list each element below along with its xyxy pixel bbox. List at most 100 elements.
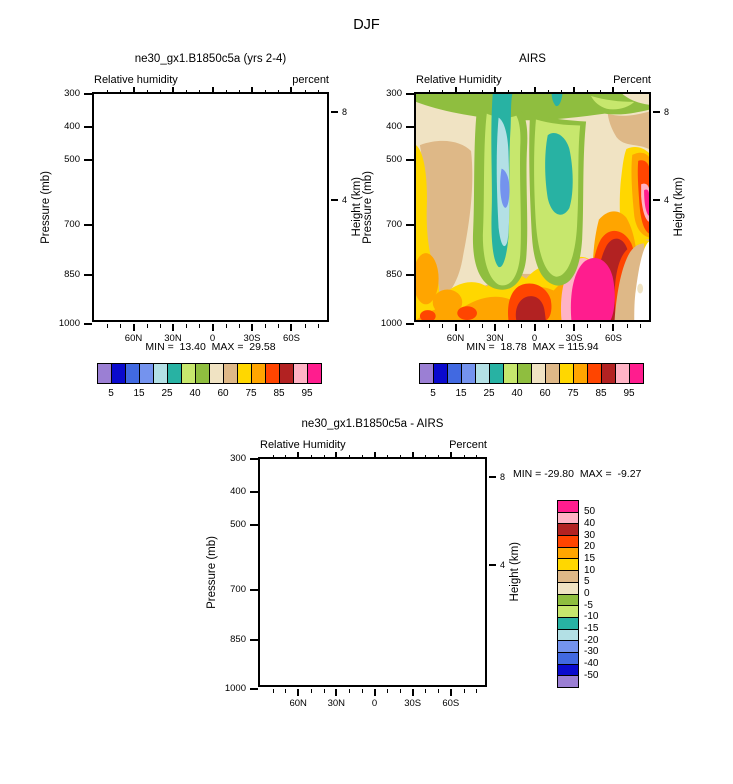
latitude-tick-label: 0 xyxy=(371,698,378,709)
plot-frame-model: 300 400 500 700 850 1000 8 4 60N 30N 0 30S 60S xyxy=(59,87,347,344)
contour-region-magenta xyxy=(644,189,649,216)
pressure-tick-label: 700 xyxy=(230,584,246,596)
latitude-minor-tick xyxy=(120,324,122,328)
colorbar-cell xyxy=(587,363,602,384)
pressure-tick-mark xyxy=(406,224,414,227)
latitude-minor-tick xyxy=(438,455,440,459)
latitude-tick-label: 30N xyxy=(164,333,182,344)
colorbar-tick-label: 50 xyxy=(584,506,596,518)
colorbar-cell xyxy=(139,363,154,384)
latitude-minor-tick xyxy=(199,324,201,328)
colorbar-cell xyxy=(97,363,112,384)
colorbar-cell xyxy=(111,363,126,384)
latitude-tick-mark xyxy=(411,689,414,696)
contour-region-orangered xyxy=(457,306,477,320)
latitude-tick-mark xyxy=(454,87,457,94)
contour-region-orange xyxy=(416,253,439,305)
latitude-tick-mark xyxy=(411,452,414,459)
colorbar-cell xyxy=(557,675,579,688)
latitude-minor-tick xyxy=(442,324,444,328)
latitude-minor-tick xyxy=(323,455,325,459)
latitude-minor-tick xyxy=(146,324,148,328)
latitude-minor-tick xyxy=(304,90,306,94)
latitude-minor-tick xyxy=(463,689,465,693)
latitude-minor-tick xyxy=(425,689,427,693)
colorbar-tick-label: 25 xyxy=(483,388,495,399)
pressure-tick-mark xyxy=(84,224,92,227)
variable-label: Relative humidity xyxy=(94,74,178,86)
latitude-minor-tick xyxy=(199,90,201,94)
colorbar-cell xyxy=(503,363,518,384)
latitude-minor-tick xyxy=(626,324,628,328)
latitude-minor-tick xyxy=(310,455,312,459)
airs-contour-plot xyxy=(416,94,649,320)
height-axis-label: Height (km) xyxy=(509,542,521,602)
contour-region-beige xyxy=(637,283,644,294)
latitude-minor-tick xyxy=(429,90,431,94)
latitude-minor-tick xyxy=(107,324,109,328)
colorbar-tick-label: -30 xyxy=(584,646,599,658)
colorbar-cell xyxy=(237,363,252,384)
colorbar-tick-label: 75 xyxy=(567,388,579,399)
colorbar-tick-label: -50 xyxy=(584,669,599,681)
latitude-minor-tick xyxy=(285,689,287,693)
panel-obs-header: Relative Humidity Percent xyxy=(414,74,651,88)
pressure-tick-mark xyxy=(250,688,258,690)
colorbar-cell xyxy=(223,363,238,384)
height-tick-mark xyxy=(653,199,660,202)
latitude-minor-tick xyxy=(238,324,240,328)
pressure-tick-mark xyxy=(406,93,414,95)
latitude-minor-tick xyxy=(399,455,401,459)
pressure-tick-label: 850 xyxy=(230,633,246,645)
colorbar-cell xyxy=(293,363,308,384)
latitude-tick-label: 0 xyxy=(531,333,538,344)
latitude-minor-tick xyxy=(285,455,287,459)
latitude-minor-tick xyxy=(349,455,351,459)
colorbar-tick-label: 20 xyxy=(584,541,596,553)
latitude-minor-tick xyxy=(387,689,389,693)
latitude-minor-tick xyxy=(442,90,444,94)
latitude-tick-label: 30S xyxy=(565,333,583,344)
colorbar-cell xyxy=(615,363,630,384)
latitude-minor-tick xyxy=(600,90,602,94)
panel-diff-title: ne30_gx1.B1850c5a - AIRS xyxy=(301,418,444,430)
latitude-minor-tick xyxy=(429,324,431,328)
latitude-minor-tick xyxy=(349,689,351,693)
panel-model-title: ne30_gx1.B1850c5a (yrs 2-4) xyxy=(134,53,287,65)
min-max-stats: MIN = 13.40 MAX = 29.58 xyxy=(145,341,276,353)
contour-region-teal xyxy=(551,94,563,107)
colorbar-tick-label: 85 xyxy=(595,388,607,399)
min-max-stats: MIN = 18.78 MAX = 115.94 xyxy=(466,341,599,353)
colorbar-tick-label: 60 xyxy=(539,388,551,399)
latitude-minor-tick xyxy=(560,90,562,94)
colorbar-tick-label: 5 xyxy=(430,388,436,399)
colorbar-cell xyxy=(153,363,168,384)
latitude-tick-mark xyxy=(132,87,135,94)
pressure-tick-label: 850 xyxy=(64,268,80,280)
colorbar-tick-label: 0 xyxy=(584,588,590,599)
colorbar-tick-label: -5 xyxy=(584,599,593,611)
latitude-tick-label: 60N xyxy=(124,333,143,344)
colorbar-cell xyxy=(447,363,462,384)
latitude-tick-mark xyxy=(251,87,253,94)
colorbar-cell xyxy=(559,363,574,384)
units-label: Percent xyxy=(613,74,651,86)
height-tick-mark xyxy=(489,475,496,478)
latitude-minor-tick xyxy=(272,455,274,459)
latitude-tick-mark xyxy=(612,324,615,331)
latitude-minor-tick xyxy=(317,324,319,328)
pressure-tick-mark xyxy=(84,125,92,128)
latitude-tick-mark xyxy=(612,87,615,94)
latitude-tick-mark xyxy=(533,87,536,94)
units-label: Percent xyxy=(449,439,487,451)
latitude-tick-mark xyxy=(573,324,575,331)
pressure-tick-mark xyxy=(406,323,414,325)
pressure-tick-label: 300 xyxy=(64,88,80,99)
latitude-tick-mark xyxy=(573,87,575,94)
panel-diff-header: Relative Humidity Percent xyxy=(258,439,487,453)
pressure-tick-mark xyxy=(250,458,258,460)
latitude-tick-label: 30S xyxy=(243,333,261,344)
height-tick-label: 4 xyxy=(500,560,506,571)
pressure-tick-label: 500 xyxy=(386,153,402,165)
latitude-minor-tick xyxy=(639,324,641,328)
